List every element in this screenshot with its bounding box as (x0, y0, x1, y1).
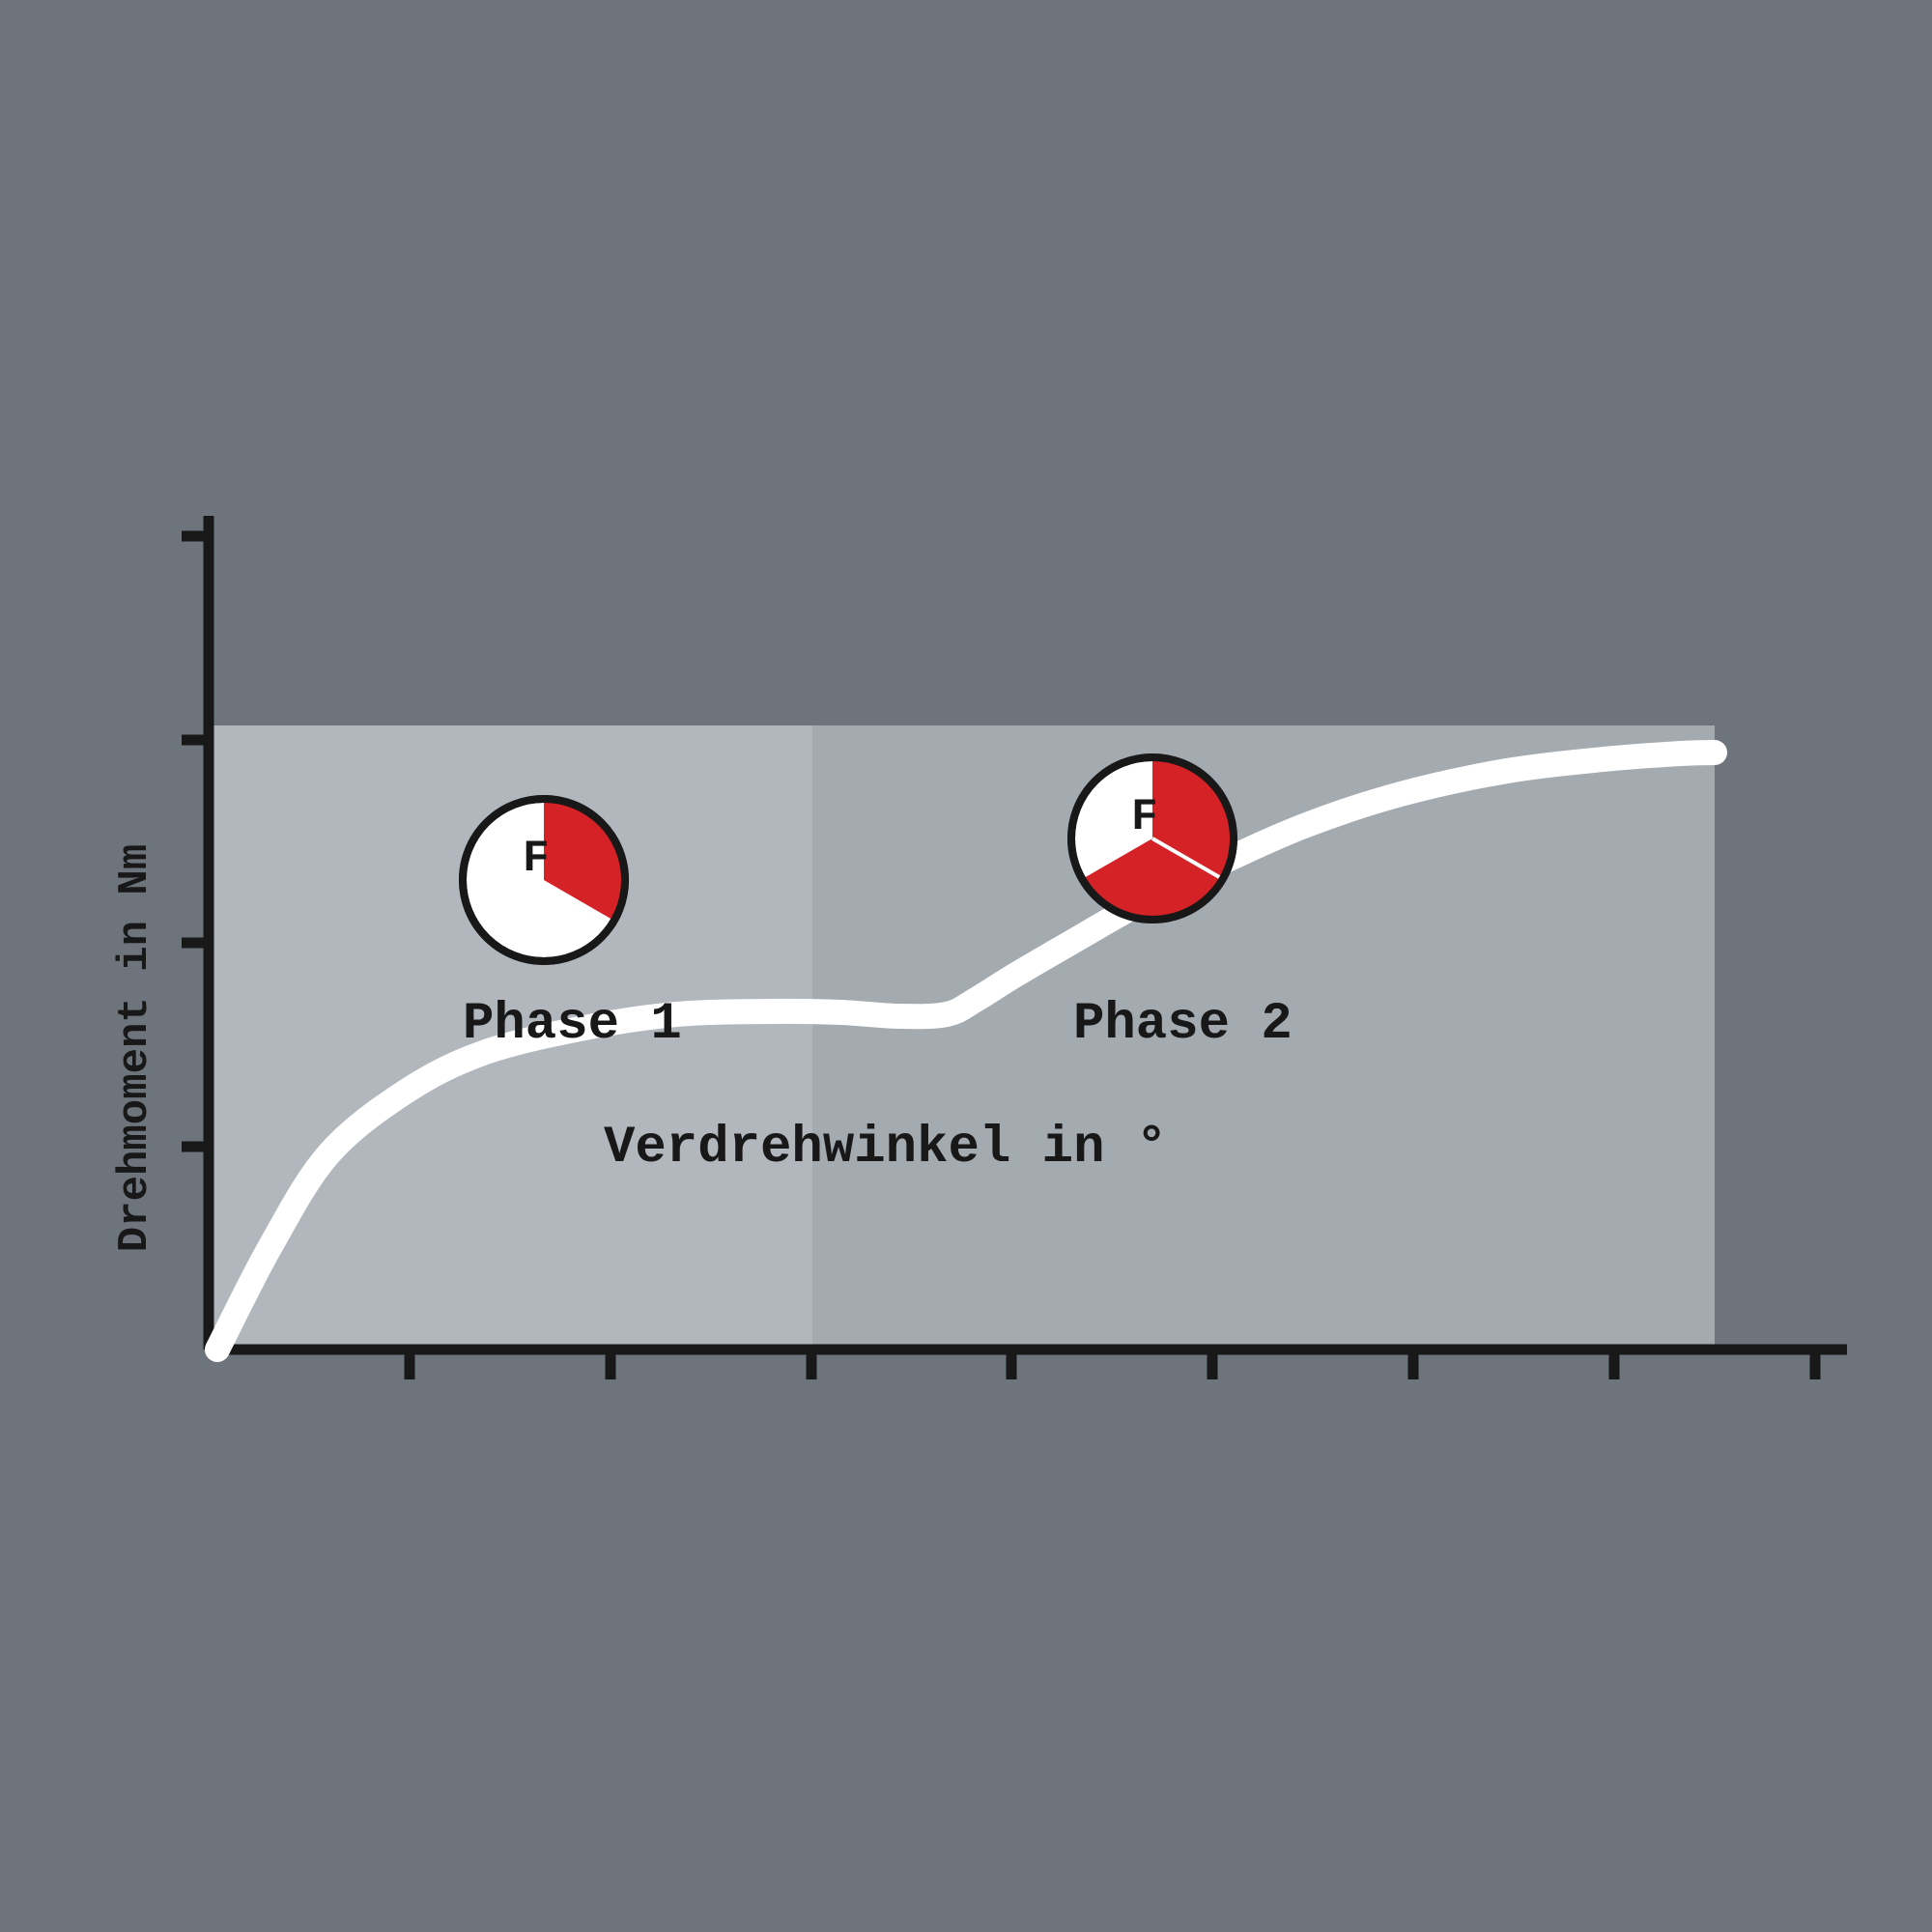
svg-text:F: F (523, 834, 550, 884)
svg-text:F: F (1131, 792, 1158, 842)
